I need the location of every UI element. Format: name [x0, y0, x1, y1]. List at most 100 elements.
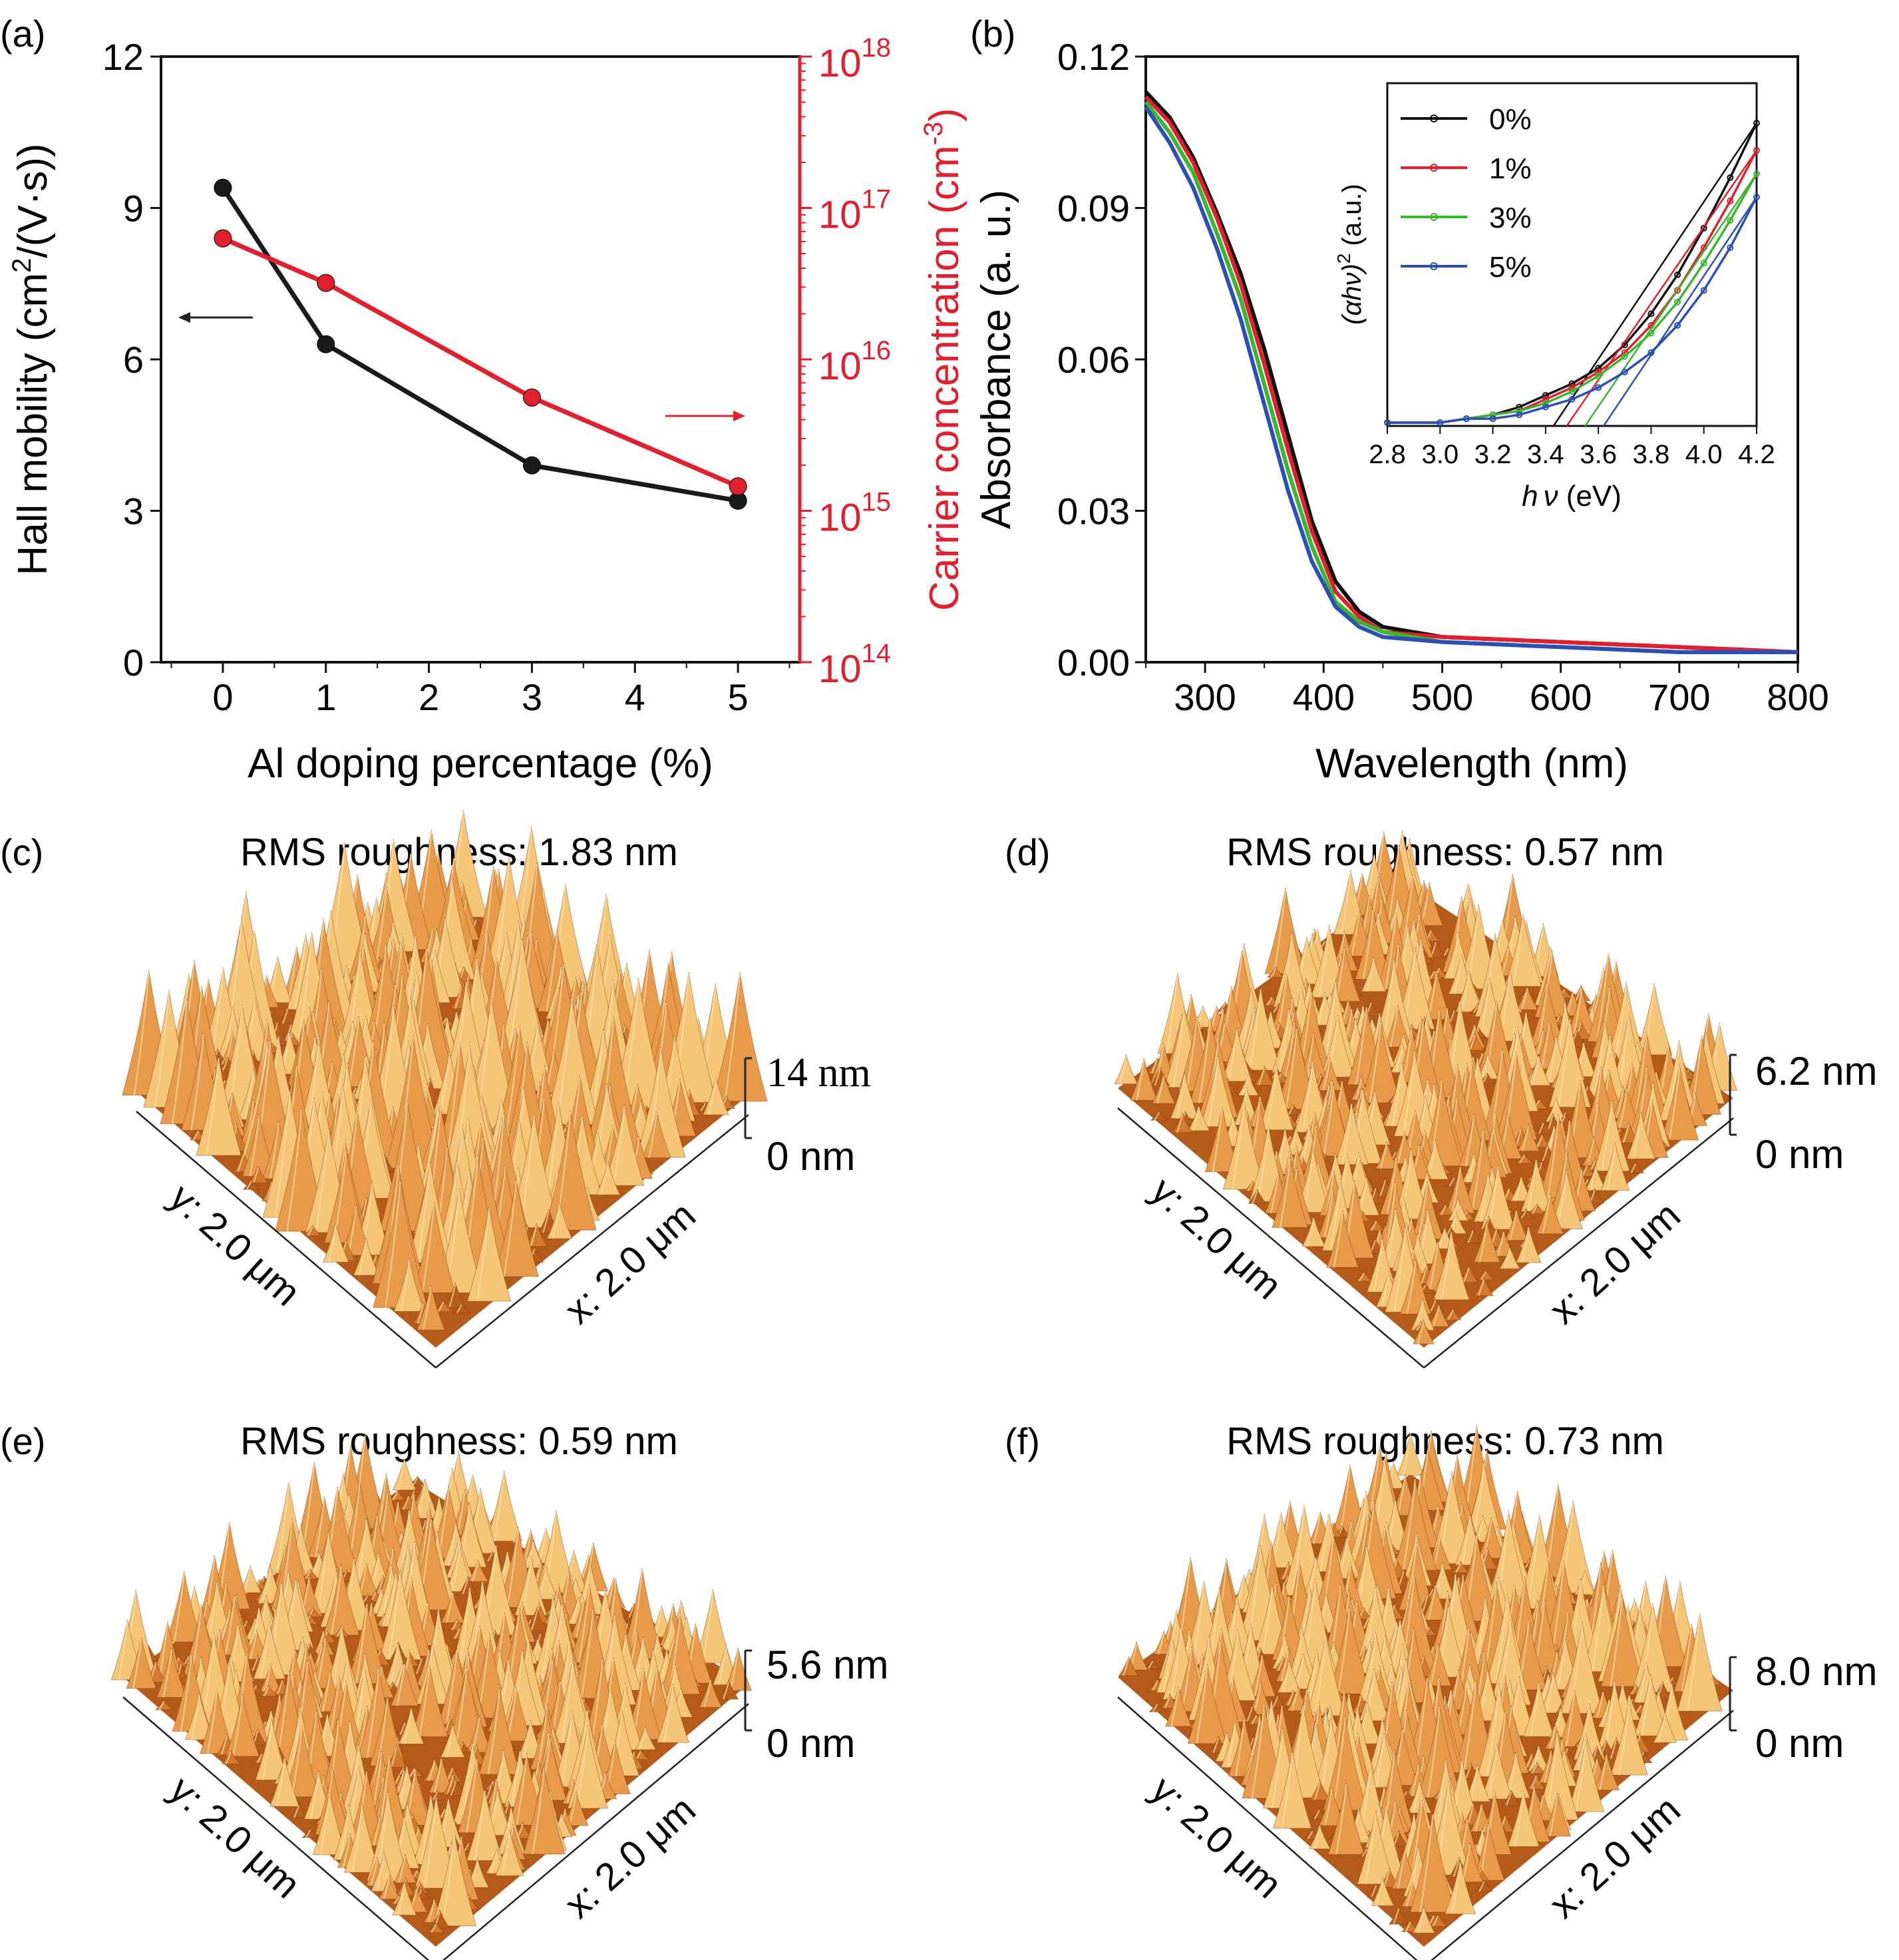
afm-peak — [1476, 1053, 1499, 1079]
inset-x-tick-label: 4.2 — [1738, 440, 1775, 469]
afm-peak-highlight — [1468, 1034, 1476, 1051]
afm-peak-highlight — [1317, 993, 1326, 1026]
afm-peak-highlight — [718, 1645, 727, 1685]
afm-peak — [417, 1284, 446, 1330]
afm-peak-highlight — [1465, 1115, 1475, 1167]
afm-peak — [218, 1595, 252, 1656]
afm-peak — [642, 1111, 671, 1159]
afm-peak-highlight — [206, 1058, 220, 1156]
afm-peak-highlight — [1591, 1585, 1604, 1672]
afm-peak-highlight — [1638, 1663, 1647, 1703]
afm-peak — [1222, 1101, 1266, 1190]
afm-peak — [1421, 1139, 1449, 1180]
afm-peak-highlight — [578, 1585, 590, 1663]
afm-peak — [1526, 1054, 1551, 1086]
afm-peak — [546, 1202, 573, 1239]
afm-peak — [1489, 1619, 1532, 1706]
afm-x-axis-line — [435, 1114, 749, 1368]
afm-peak — [458, 1575, 478, 1595]
afm-peak-highlight — [560, 1711, 573, 1788]
afm-peak-highlight — [373, 1816, 381, 1846]
afm-peak-highlight — [315, 1497, 325, 1558]
afm-peak-highlight — [1472, 1004, 1479, 1014]
afm-peak-highlight — [1429, 970, 1435, 980]
afm-peak-highlight — [1417, 1320, 1425, 1344]
afm-peak-highlight — [1373, 1239, 1383, 1292]
afm-peak-highlight — [305, 1570, 311, 1579]
afm-peak — [564, 1791, 589, 1826]
afm-peak-highlight — [476, 1208, 490, 1302]
afm-peak — [1258, 1064, 1294, 1131]
x-axis-label-b: Wavelength (nm) — [1315, 741, 1628, 787]
afm-peak-highlight — [1427, 1585, 1437, 1621]
afm-peak-highlight — [250, 1631, 258, 1660]
y-tick-label-a: 0 — [123, 642, 144, 684]
afm-peak — [312, 1629, 335, 1655]
panel-label-e: (e) — [0, 1420, 45, 1462]
afm-peak-highlight — [1164, 1694, 1171, 1709]
afm-peak — [1428, 1303, 1450, 1327]
afm-peak-highlight — [1351, 912, 1360, 956]
afm-peak-highlight — [394, 1895, 400, 1905]
afm-peak — [1550, 1169, 1584, 1229]
afm-peak — [1399, 1541, 1435, 1611]
afm-peak-highlight — [703, 1679, 711, 1708]
afm-peak-highlight — [1441, 1231, 1453, 1300]
afm-peak-highlight — [1258, 1066, 1266, 1085]
afm-peak — [1626, 1161, 1645, 1173]
afm-peak-highlight — [1455, 1563, 1462, 1573]
afm-peak-highlight — [1548, 1726, 1556, 1749]
afm-peak-highlight — [1207, 1057, 1219, 1127]
afm-peak — [378, 1874, 401, 1899]
panel-b-chart: (b) 300 400 500 600 700 800 0.000.030.060.090… — [970, 13, 1829, 787]
afm-peak-highlight — [1136, 1059, 1145, 1101]
x-tick-label-b: 600 — [1530, 676, 1592, 718]
afm-peak-highlight — [319, 1793, 331, 1855]
tauc-marker-3% — [1568, 388, 1576, 395]
afm-peak-highlight — [317, 1631, 325, 1655]
afm-peak-highlight — [1162, 1638, 1173, 1693]
x-tick-label-b: 800 — [1767, 676, 1828, 718]
afm-peak — [1445, 1165, 1475, 1213]
afm-peak-highlight — [1542, 1194, 1551, 1234]
afm-peak-highlight — [1371, 1221, 1377, 1231]
afm-peak-highlight — [1387, 1157, 1397, 1215]
inset-frame — [1386, 82, 1758, 427]
afm-peak-highlight — [572, 1598, 580, 1625]
tauc-marker-3% — [1542, 399, 1549, 407]
afm-peak — [1264, 887, 1306, 974]
afm-peak — [1361, 957, 1387, 992]
x-tick-label-b: 700 — [1648, 676, 1710, 718]
afm-peak-highlight — [331, 1565, 342, 1635]
afm-peak — [1355, 1271, 1373, 1282]
afm-peak — [1451, 1561, 1470, 1573]
afm-peak-highlight — [1212, 1107, 1223, 1172]
inset-x-tick-label: 4.0 — [1685, 440, 1723, 469]
afm-peak-highlight — [1631, 1686, 1637, 1695]
afm-peak — [1266, 966, 1285, 978]
afm-peak-highlight — [530, 1224, 538, 1247]
afm-peak-highlight — [1616, 1087, 1624, 1119]
legend-marker-5% — [1430, 262, 1438, 270]
series-line-a-0 — [220, 186, 739, 503]
x-tick-label-b: 400 — [1293, 676, 1355, 718]
afm-peak-highlight — [173, 1572, 185, 1643]
afm-peak-highlight — [1403, 1479, 1416, 1571]
tauc-marker-5% — [1437, 419, 1444, 426]
afm-peak-highlight — [1545, 1673, 1554, 1714]
afm-peak — [1480, 1165, 1516, 1230]
afm-peak — [389, 1489, 407, 1501]
afm-peak-highlight — [1285, 1022, 1295, 1078]
afm-peak-highlight — [1318, 926, 1330, 998]
afm-peak — [1164, 1686, 1192, 1727]
afm-peak — [392, 1881, 417, 1915]
afm-peak — [1504, 1208, 1529, 1241]
afm-peak-highlight — [1393, 1228, 1407, 1312]
tauc-tangent-0% — [1552, 122, 1758, 427]
afm-peak-highlight — [1467, 1230, 1474, 1243]
afm-peak-highlight — [1615, 982, 1627, 1060]
afm-peak-highlight — [1589, 1167, 1597, 1191]
y-tick-label-a: 12 — [102, 36, 144, 78]
